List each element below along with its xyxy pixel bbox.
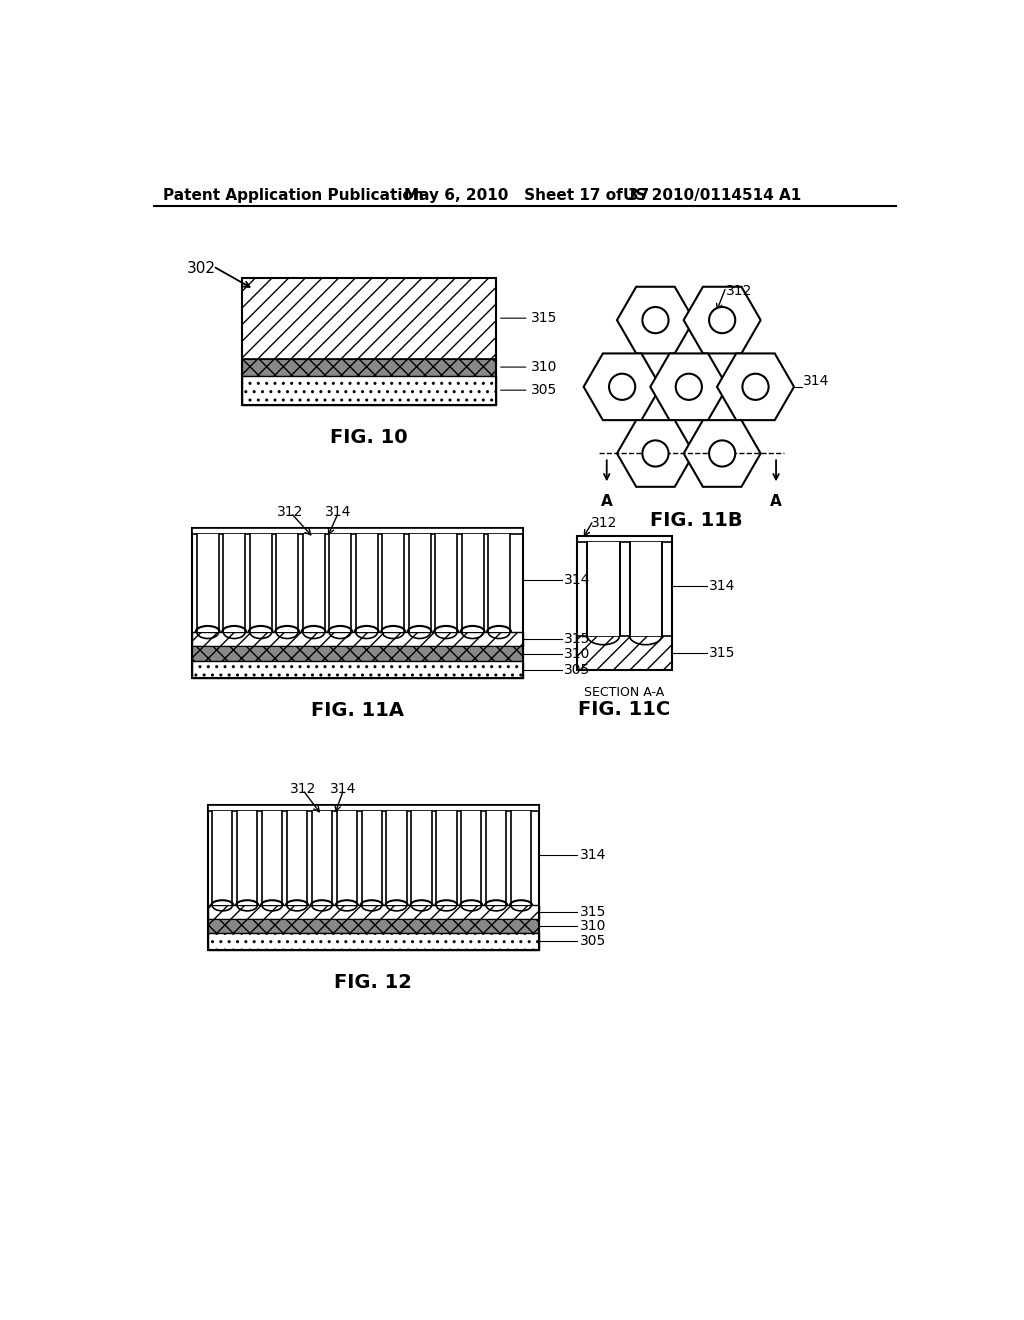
- Circle shape: [676, 374, 701, 400]
- Text: 305: 305: [564, 663, 590, 677]
- Bar: [223, 535, 245, 632]
- Bar: [578, 636, 672, 671]
- Text: 314: 314: [709, 578, 735, 593]
- Bar: [243, 376, 497, 405]
- Circle shape: [709, 308, 735, 333]
- Text: 315: 315: [564, 632, 591, 645]
- Bar: [361, 812, 382, 906]
- Text: A: A: [770, 494, 782, 508]
- Bar: [193, 661, 523, 678]
- Bar: [193, 528, 523, 678]
- Bar: [193, 645, 523, 661]
- Bar: [355, 535, 378, 632]
- Bar: [436, 812, 457, 906]
- Text: FIG. 11C: FIG. 11C: [579, 700, 671, 718]
- Text: US 2010/0114514 A1: US 2010/0114514 A1: [624, 187, 802, 203]
- Text: 314: 314: [580, 849, 606, 862]
- Bar: [578, 543, 587, 636]
- Bar: [486, 812, 506, 906]
- Bar: [386, 812, 407, 906]
- Circle shape: [642, 441, 669, 466]
- Bar: [620, 543, 630, 636]
- Text: 315: 315: [531, 312, 557, 325]
- Bar: [382, 535, 404, 632]
- Text: 312: 312: [278, 506, 304, 519]
- Circle shape: [609, 374, 635, 400]
- Bar: [287, 812, 307, 906]
- Text: 315: 315: [580, 906, 606, 919]
- Circle shape: [742, 374, 769, 400]
- Text: Patent Application Publication: Patent Application Publication: [163, 187, 424, 203]
- Bar: [311, 812, 332, 906]
- Text: FIG. 12: FIG. 12: [334, 973, 412, 993]
- Text: 310: 310: [564, 647, 591, 660]
- Bar: [630, 543, 662, 636]
- Bar: [212, 812, 232, 906]
- Bar: [435, 535, 457, 632]
- Text: 302: 302: [186, 261, 216, 276]
- Bar: [250, 535, 271, 632]
- Bar: [193, 528, 523, 535]
- Text: 312: 312: [591, 516, 617, 531]
- Bar: [412, 812, 431, 906]
- Text: FIG. 10: FIG. 10: [331, 428, 409, 447]
- Text: 314: 314: [326, 506, 351, 519]
- Bar: [243, 359, 497, 376]
- Bar: [208, 805, 539, 950]
- Bar: [197, 535, 219, 632]
- Bar: [208, 906, 539, 919]
- Circle shape: [709, 441, 735, 466]
- Bar: [193, 632, 523, 645]
- Bar: [662, 543, 672, 636]
- Text: FIG. 11A: FIG. 11A: [311, 701, 404, 721]
- Bar: [409, 535, 430, 632]
- Text: 305: 305: [580, 935, 606, 949]
- Bar: [578, 536, 672, 671]
- Text: 312: 312: [290, 781, 315, 796]
- Text: 310: 310: [531, 360, 557, 374]
- Bar: [462, 535, 483, 632]
- Bar: [330, 535, 351, 632]
- Text: 314: 314: [564, 573, 591, 587]
- Bar: [208, 805, 539, 812]
- Bar: [461, 812, 481, 906]
- Bar: [262, 812, 283, 906]
- Text: 305: 305: [531, 383, 557, 397]
- Bar: [238, 812, 257, 906]
- Bar: [511, 812, 531, 906]
- Bar: [587, 543, 620, 636]
- Bar: [276, 535, 298, 632]
- Bar: [488, 535, 510, 632]
- Bar: [337, 812, 357, 906]
- Text: 310: 310: [580, 919, 606, 933]
- Bar: [303, 535, 325, 632]
- Bar: [208, 919, 539, 933]
- Text: SECTION A-A: SECTION A-A: [585, 686, 665, 698]
- Text: FIG. 11B: FIG. 11B: [650, 511, 742, 531]
- Bar: [578, 536, 672, 543]
- Text: 315: 315: [709, 645, 735, 660]
- Text: May 6, 2010   Sheet 17 of 37: May 6, 2010 Sheet 17 of 37: [403, 187, 649, 203]
- Text: 314: 314: [331, 781, 356, 796]
- Bar: [243, 277, 497, 359]
- Bar: [243, 277, 497, 405]
- Text: A: A: [601, 494, 612, 508]
- Bar: [208, 933, 539, 950]
- Circle shape: [642, 308, 669, 333]
- Text: 312: 312: [726, 284, 753, 298]
- Text: 314: 314: [803, 374, 829, 388]
